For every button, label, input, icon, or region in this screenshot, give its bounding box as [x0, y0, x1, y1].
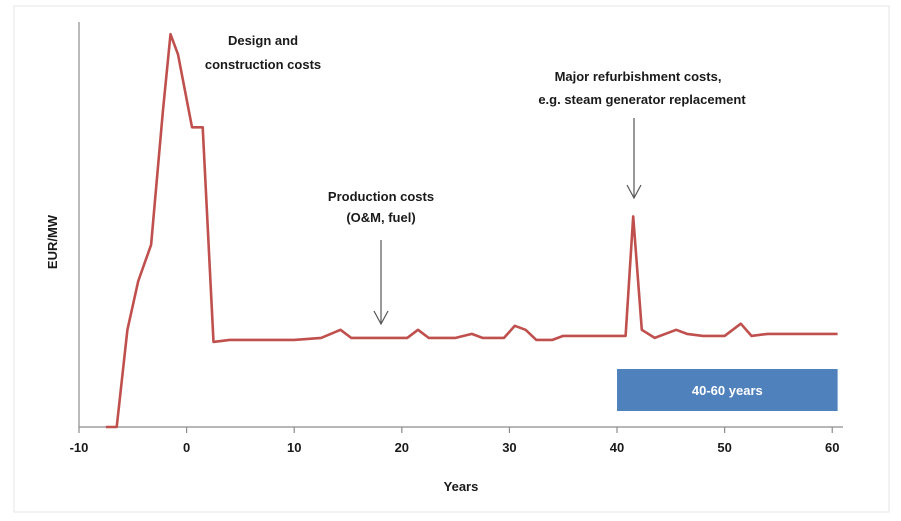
x-tick-label: 0 [183, 440, 190, 455]
x-tick-label: 20 [395, 440, 409, 455]
annotation-refurbishment: Major refurbishment costs, e.g. steam ge… [538, 69, 746, 200]
x-axis-tick-labels: -10 0 10 20 30 40 50 60 [70, 440, 840, 455]
chart-border [13, 5, 890, 513]
lifespan-band-label: 40-60 years [692, 383, 763, 398]
y-axis-title: EUR/MW [45, 214, 60, 269]
lifespan-band: 40-60 years [617, 369, 838, 411]
series-line-0 [105, 32, 838, 429]
x-tick-label: 10 [287, 440, 301, 455]
x-tick-label: 50 [717, 440, 731, 455]
cost-series [105, 32, 838, 429]
x-axis-title: Years [444, 479, 479, 494]
annotation-design: Design and construction costs [205, 33, 321, 72]
annotation-design-line2: construction costs [205, 57, 321, 72]
annotation-production-line2: (O&M, fuel) [346, 210, 415, 225]
lifespan-band-rect [617, 369, 838, 411]
x-tick-label: -10 [70, 440, 89, 455]
annotation-refurbishment-arrow-head [626, 184, 642, 200]
annotation-refurbishment-line1: Major refurbishment costs, [555, 69, 722, 84]
x-tick-label: 30 [502, 440, 516, 455]
annotation-production: Production costs (O&M, fuel) [328, 189, 434, 326]
x-tick-label: 40 [610, 440, 624, 455]
annotation-production-line1: Production costs [328, 189, 434, 204]
x-axis-ticks [78, 427, 833, 433]
annotation-production-arrow-head [373, 310, 389, 326]
annotation-refurbishment-line2: e.g. steam generator replacement [538, 92, 746, 107]
x-tick-label: 60 [825, 440, 839, 455]
annotation-design-line1: Design and [228, 33, 298, 48]
